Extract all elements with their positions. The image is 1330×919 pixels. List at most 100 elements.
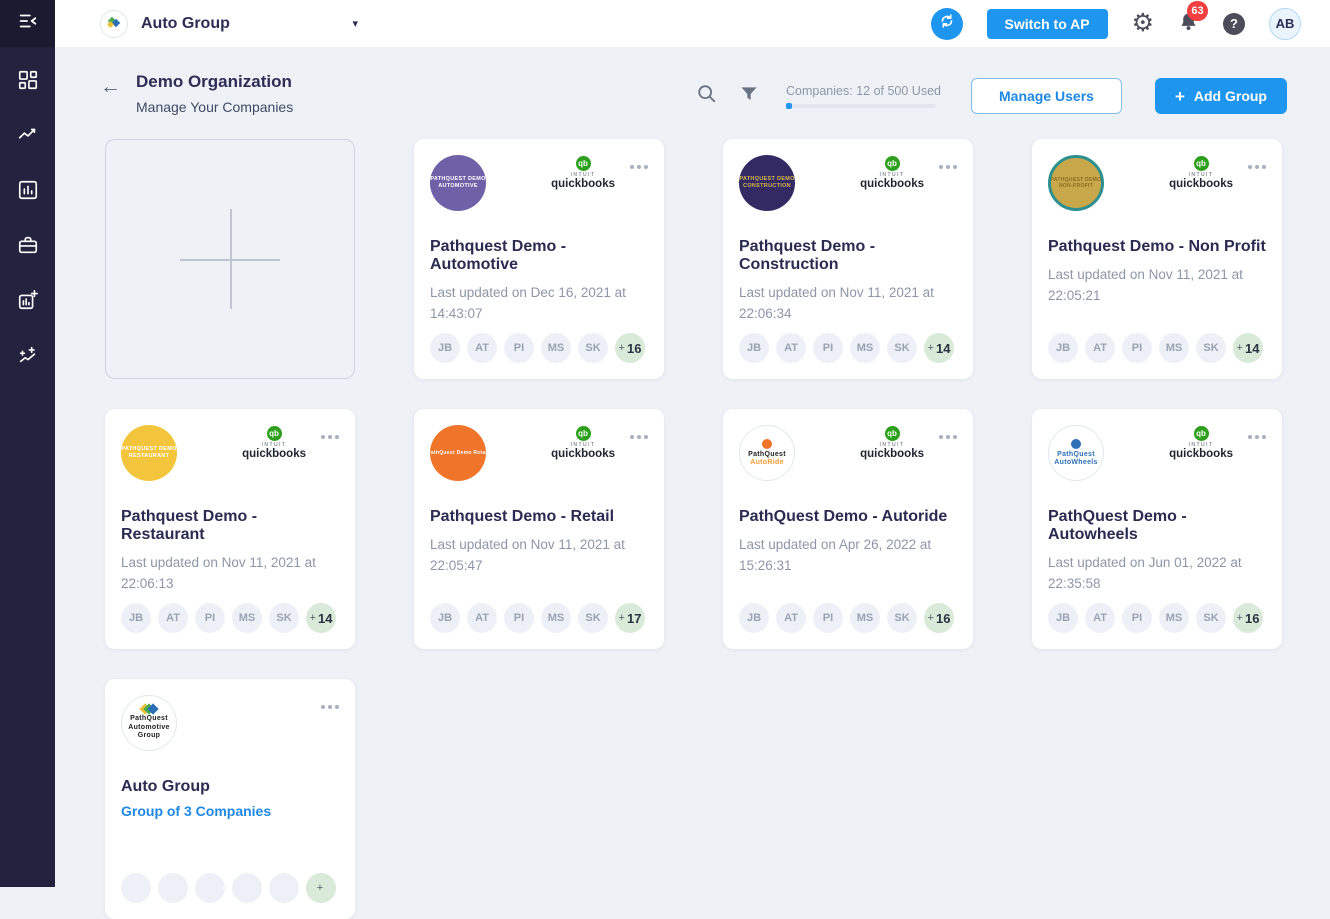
avatar-chip: MS: [850, 333, 880, 363]
card-menu-button[interactable]: [939, 162, 957, 172]
avatar-chip: MS: [1159, 603, 1189, 633]
sync-button[interactable]: [930, 7, 963, 40]
card-menu-button[interactable]: [939, 432, 957, 442]
switch-to-ap-button[interactable]: Switch to AP: [986, 8, 1108, 39]
companies-usage-label: Companies: 12 of 500 Used: [786, 84, 941, 98]
avatar-chip: MS: [541, 333, 571, 363]
avatar-overflow-chip: +17: [615, 603, 645, 633]
card-top-right: qb intuit quickbooks: [551, 425, 648, 461]
group-subtitle-link[interactable]: Group of 3 Companies: [121, 803, 272, 819]
company-card[interactable]: PATHQUEST DEMO RESTAURANT qb intuit quickboo…: [105, 409, 355, 649]
avatar-chip: AT: [776, 333, 806, 363]
bar-chart-icon: [17, 179, 39, 206]
search-button[interactable]: [696, 83, 718, 110]
avatar-overflow-chip: +: [306, 873, 336, 903]
logo-text-line: AutoRide: [750, 459, 784, 466]
back-button[interactable]: ←: [100, 76, 121, 97]
avatar-chip: JB: [430, 603, 460, 633]
company-card[interactable]: PathQuest AutoWheels qb intuit quickbooks Pat…: [1032, 409, 1282, 649]
notifications-button[interactable]: 63: [1178, 0, 1208, 37]
user-avatar[interactable]: AB: [1269, 7, 1301, 40]
menu-dot: [328, 705, 332, 709]
avatar-chip: [195, 873, 225, 903]
header-actions: Companies: 12 of 500 Used Manage Users +…: [696, 78, 1287, 114]
avatar-row: JB AT PI MS SK +17: [430, 603, 645, 633]
company-card[interactable]: PathQuest Demo Retail qb intuit quickbooks P…: [414, 409, 664, 649]
card-last-updated: Last updated on Nov 11, 2021 at 22:05:47: [430, 537, 625, 573]
menu-dot: [1255, 435, 1259, 439]
card-title: Auto Group: [121, 778, 210, 795]
logo-text-line: PathQuest: [1057, 450, 1095, 458]
chevron-down-icon: ▾: [352, 18, 358, 30]
card-menu-button[interactable]: [1248, 162, 1266, 172]
menu-dot: [953, 165, 957, 169]
company-card[interactable]: PATHQUEST DEMO AUTOMOTIVE qb intuit quickboo…: [414, 139, 664, 379]
avatar-overflow-chip: +14: [1233, 333, 1263, 363]
sidebar-item-workspace[interactable]: [0, 220, 55, 275]
company-card[interactable]: PATHQUEST DEMO CONSTRUCTION qb intuit quickb…: [723, 139, 973, 379]
page-header: ← Demo Organization Manage Your Companie…: [100, 72, 1287, 115]
logo-text-line: PATHQUEST DEMO: [121, 446, 177, 453]
sparkles-icon: [17, 344, 39, 371]
menu-dot: [637, 165, 641, 169]
logo-text-line: PATHQUEST DEMO: [1050, 177, 1102, 183]
org-name: Auto Group: [141, 14, 230, 32]
help-button[interactable]: ?: [1223, 12, 1245, 35]
menu-dot: [630, 165, 634, 169]
menu-dot: [946, 435, 950, 439]
card-top-right: [321, 695, 339, 712]
main-column: Auto Group ▾ Switch to AP ⚙ 63 ?: [55, 0, 1330, 919]
avatar-chip: SK: [1196, 603, 1226, 633]
add-plus-icon: [180, 209, 280, 309]
company-logo: PATHQUEST DEMO CONSTRUCTION: [739, 155, 795, 211]
logo-text-line: PathQuest: [130, 715, 168, 723]
card-last-updated: Last updated on Dec 16, 2021 at 14:43:07: [430, 285, 626, 321]
sidebar-item-insights[interactable]: [0, 330, 55, 385]
page-title: Demo Organization: [136, 72, 292, 91]
filter-button[interactable]: [739, 84, 759, 109]
avatar-chip: SK: [578, 603, 608, 633]
avatar-chip: PI: [813, 333, 843, 363]
overflow-plus-sign: +: [618, 342, 625, 354]
avatar-chip: MS: [232, 603, 262, 633]
question-mark-icon: ?: [1230, 16, 1238, 31]
settings-button[interactable]: ⚙: [1132, 11, 1154, 36]
add-group-button[interactable]: + Add Group: [1154, 78, 1287, 114]
card-last-updated: Last updated on Nov 11, 2021 at 22:05:21: [1048, 267, 1243, 303]
menu-dot: [335, 435, 339, 439]
company-card[interactable]: PathQuest AutoRide qb intuit quickbooks PathQ…: [723, 409, 973, 649]
card-top-row: PathQuest Automotive Group: [121, 695, 339, 751]
usage-progress: [786, 103, 937, 109]
group-card[interactable]: PathQuest Automotive Group Auto Group Group …: [105, 679, 355, 919]
card-title: PathQuest Demo - Autoride: [739, 508, 948, 525]
sidebar-item-reports[interactable]: [0, 165, 55, 220]
overflow-count: 14: [1244, 340, 1260, 356]
org-selector[interactable]: Auto Group ▾: [100, 9, 358, 38]
card-menu-button[interactable]: [630, 162, 648, 172]
card-menu-button[interactable]: [630, 432, 648, 442]
card-menu-button[interactable]: [321, 432, 339, 442]
menu-dot: [328, 435, 332, 439]
card-top-row: PathQuest AutoWheels qb intuit quickbooks: [1048, 425, 1266, 481]
card-last-updated: Last updated on Apr 26, 2022 at 15:26:31: [739, 537, 932, 573]
avatar-chip: PI: [813, 603, 843, 633]
menu-dot: [637, 435, 641, 439]
card-menu-button[interactable]: [321, 702, 339, 712]
manage-users-button[interactable]: Manage Users: [971, 78, 1122, 114]
sidebar-item-dashboard[interactable]: [0, 55, 55, 110]
avatar-chip: MS: [1159, 333, 1189, 363]
add-company-card[interactable]: [105, 139, 355, 379]
avatar-row: JB AT PI MS SK +14: [739, 333, 954, 363]
quickbooks-qb-icon: qb: [1193, 156, 1209, 171]
sidebar-item-analytics[interactable]: [0, 110, 55, 165]
sidebar-item-report-builder[interactable]: [0, 275, 55, 330]
company-card[interactable]: PATHQUEST DEMO NON-PROFIT qb intuit quickboo…: [1032, 139, 1282, 379]
avatar-chip: MS: [541, 603, 571, 633]
card-title: Pathquest Demo - Construction: [739, 238, 876, 273]
sidebar: [0, 0, 55, 887]
dot-shape: [762, 438, 772, 449]
back-arrow-icon: ←: [100, 75, 121, 98]
sidebar-collapse-button[interactable]: [0, 0, 55, 47]
card-menu-button[interactable]: [1248, 432, 1266, 442]
logo-text-line: CONSTRUCTION: [743, 183, 791, 189]
